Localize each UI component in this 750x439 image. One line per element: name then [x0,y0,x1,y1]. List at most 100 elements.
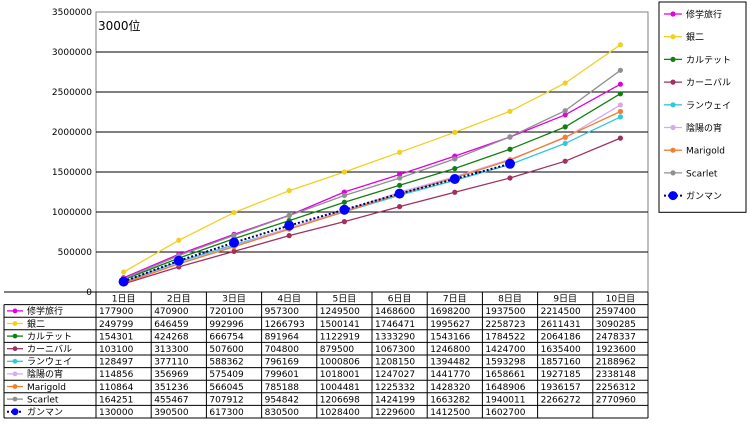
row-label: 銀二 [27,318,45,330]
table-row: 陰陽の宵 114856 356969 575409 799601 1018001 12470… [7,368,636,380]
data-cell: 110864 [99,383,134,393]
data-cell: 351236 [154,383,189,393]
data-cell: 130000 [99,408,134,418]
legend-label: ランウェイ [686,100,731,111]
data-cell: 1424700 [485,345,525,355]
legend-item: Marigold [664,147,725,157]
data-cell: 1543166 [430,332,470,342]
x-tick-label: 4日目 [277,294,301,305]
legend-swatch-marker [670,34,676,40]
data-cell: 1229600 [375,408,415,418]
data-point [341,199,347,205]
legend-item: 修学旅行 [664,9,722,21]
data-cell: 720100 [209,307,244,317]
data-cell: 1927185 [541,370,581,380]
series-lines [118,42,624,287]
data-cell: 879500 [320,345,355,355]
data-point [617,135,624,141]
y-tick-label: 500000 [58,248,93,258]
table-row: 修学旅行 177900 470900 720100 957300 1249500 14686… [7,305,636,317]
data-cell: 3090285 [596,320,636,330]
data-cell: 1500141 [320,320,360,330]
x-tick-label: 8日目 [498,294,522,305]
data-cell: 1648906 [485,383,525,393]
legend-swatch-marker [670,124,676,131]
x-tick-label: 1日目 [112,294,136,305]
data-point [286,213,292,219]
data-point [231,232,237,238]
data-point [173,255,184,266]
data-cell: 2266272 [541,395,581,405]
data-cell: 1028400 [320,408,360,418]
row-key-marker [12,371,18,377]
series-line [123,110,621,284]
data-point [507,146,513,152]
data-cell: 617300 [209,408,244,418]
data-cell: 164251 [99,395,133,405]
data-point [562,112,568,118]
data-point [397,149,403,155]
data-point [118,276,129,287]
row-key-marker [12,384,18,389]
data-cell: 1746471 [375,320,415,330]
legend-label: 陰陽の宵 [686,122,722,134]
data-cell: 957300 [265,307,300,317]
data-cell: 1004481 [320,383,360,393]
table-row: ランウェイ 128497 377110 588362 796169 1000806 1208… [7,357,636,368]
data-cell: 2770960 [596,395,636,405]
data-cell: 507600 [209,345,244,355]
series-2 [121,42,624,275]
data-point [339,204,350,215]
row-key-marker [12,358,18,364]
data-point [286,233,292,239]
data-cell: 1923600 [596,345,636,355]
data-point [562,158,568,164]
row-key-marker [12,321,18,326]
data-cell: 588362 [209,358,243,368]
y-tick-label: 3500000 [52,8,92,18]
data-cell: 390500 [154,408,189,418]
data-cell: 566045 [209,383,243,393]
y-tick-label: 3000000 [52,48,92,58]
y-tick-label: 1500000 [52,168,92,178]
data-point [397,204,403,210]
y-tick-label: 1000000 [52,208,92,218]
data-point [397,182,403,188]
data-point [397,171,403,178]
data-cell: 1208150 [375,358,415,368]
series-9 [118,158,515,287]
data-cell: 128497 [99,358,133,368]
table-row: Marigold 110864 351236 566045 785188 1004481 1… [7,383,636,393]
data-point [507,108,513,114]
data-point [452,165,458,172]
x-tick-label: 10日目 [606,294,635,305]
data-cell: 455467 [154,395,188,405]
row-label: 陰陽の宵 [27,368,63,380]
legend-item: 銀二 [664,31,704,43]
data-cell: 830500 [265,408,300,418]
data-point [562,140,568,147]
x-tick-label: 2日目 [167,294,191,305]
chart-title: 3000位 [98,18,141,33]
legend-label: カーニバル [686,78,731,89]
data-cell: 154301 [99,332,133,342]
legend-label: 銀二 [686,31,704,43]
data-cell: 1698200 [430,307,470,317]
data-point [229,237,239,248]
data-cell: 785188 [265,383,300,393]
data-cell: 1658661 [485,370,525,380]
row-label: 修学旅行 [27,305,63,317]
data-point [452,156,458,162]
data-cell: 1246800 [430,345,470,355]
row-label: カーニバル [27,344,72,355]
data-point [286,188,292,194]
data-cell: 2478337 [596,332,636,342]
row-label: Marigold [27,383,66,393]
data-point [452,189,458,195]
data-cell: 796169 [265,358,300,368]
row-key-marker [11,408,19,416]
data-cell: 1995627 [430,320,470,330]
